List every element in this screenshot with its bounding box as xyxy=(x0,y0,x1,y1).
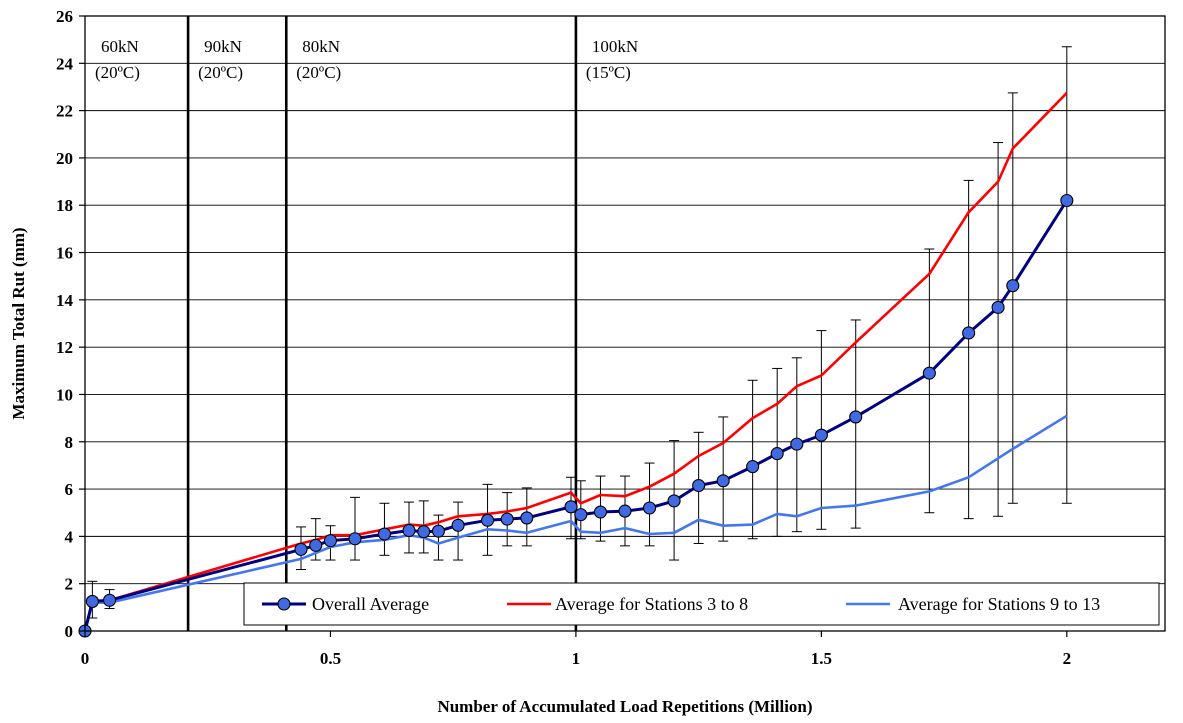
y-tick-label: 20 xyxy=(56,149,73,168)
data-point xyxy=(849,410,863,424)
x-tick-label: 1.5 xyxy=(811,649,832,668)
data-point xyxy=(593,505,608,519)
y-tick-label: 22 xyxy=(56,102,73,121)
data-point xyxy=(770,447,784,461)
legend-label: Average for Stations 9 to 13 xyxy=(898,594,1100,614)
y-tick-label: 16 xyxy=(56,244,73,263)
phase-temp-label: (20ºC) xyxy=(198,63,243,82)
data-point xyxy=(667,494,681,508)
data-point xyxy=(1060,193,1074,208)
series-line xyxy=(83,91,1068,632)
y-tick-label: 2 xyxy=(65,575,74,594)
data-point xyxy=(294,542,308,556)
data-point xyxy=(1006,279,1020,293)
x-tick-label: 1 xyxy=(572,649,581,668)
data-point xyxy=(618,504,632,518)
y-tick-label: 8 xyxy=(65,433,74,452)
data-point xyxy=(520,511,534,525)
data-point xyxy=(564,500,578,514)
data-point xyxy=(574,508,588,522)
plot-area-frame xyxy=(84,15,1166,632)
legend-box xyxy=(243,582,1160,626)
y-axis-title: Maximum Total Rut (mm) xyxy=(9,227,28,419)
load-phase-dividers: 60kN (20ºC) 90kN (20ºC) 80kN (20ºC) 100kN (15ºC… xyxy=(95,16,638,631)
phase-temp-label: (20ºC) xyxy=(95,63,140,82)
data-point xyxy=(102,593,117,607)
data-point xyxy=(922,366,936,380)
phase-load-label: 90kN xyxy=(204,37,242,56)
x-tick-label: 2 xyxy=(1063,649,1072,668)
data-point xyxy=(323,534,338,548)
y-tick-label: 0 xyxy=(65,622,74,641)
x-axis-title: Number of Accumulated Load Repetitions (… xyxy=(437,697,812,716)
y-tick-label: 4 xyxy=(65,527,74,546)
gridlines xyxy=(85,62,1165,585)
data-point xyxy=(348,532,362,546)
legend-label: Average for Stations 3 to 8 xyxy=(555,594,748,614)
y-tick-label: 10 xyxy=(56,385,73,404)
data-point xyxy=(417,525,431,539)
data-point xyxy=(642,501,657,515)
data-point xyxy=(814,428,828,442)
legend-marker xyxy=(277,597,291,611)
x-tick-label: 0 xyxy=(81,649,90,668)
data-point xyxy=(85,594,99,608)
phase-temp-label: (15ºC) xyxy=(586,63,631,82)
series-markers xyxy=(78,193,1074,638)
y-tick-label: 26 xyxy=(56,7,73,26)
data-point xyxy=(716,474,730,488)
series-line xyxy=(83,414,1068,632)
legend-label: Overall Average xyxy=(312,594,429,614)
data-point xyxy=(692,478,706,493)
phase-load-label: 100kN xyxy=(592,37,638,56)
y-tick-label: 6 xyxy=(65,480,74,499)
data-point xyxy=(451,518,465,532)
data-point xyxy=(431,524,446,538)
data-point xyxy=(500,512,514,526)
y-tick-label: 18 xyxy=(56,196,73,215)
legend: Overall Average Average for Stations 3 to… xyxy=(243,582,1160,626)
phase-load-label: 80kN xyxy=(302,37,340,56)
x-tick-label: 0.5 xyxy=(320,649,341,668)
phase-temp-label: (20ºC) xyxy=(296,63,341,82)
y-tick-label: 14 xyxy=(56,291,74,310)
phase-load-label: 60kN xyxy=(101,37,139,56)
data-point xyxy=(962,326,976,340)
data-point xyxy=(309,538,323,552)
y-tick-label: 24 xyxy=(56,54,74,73)
data-point xyxy=(402,523,416,538)
data-point xyxy=(746,460,760,474)
data-point xyxy=(991,300,1005,314)
data-point xyxy=(790,437,804,451)
data-point xyxy=(377,527,392,541)
y-tick-label: 12 xyxy=(56,338,73,357)
data-point xyxy=(480,513,495,527)
